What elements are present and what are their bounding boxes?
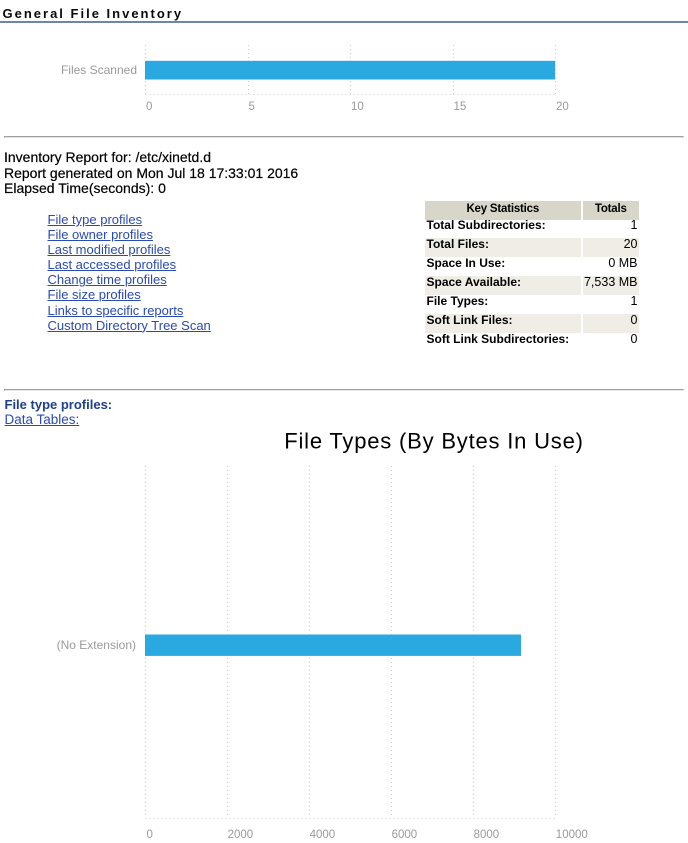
svg-text:0: 0 <box>147 829 153 841</box>
svg-text:20: 20 <box>556 101 569 113</box>
svg-text:15: 15 <box>454 101 467 113</box>
svg-text:8000: 8000 <box>474 829 500 841</box>
svg-text:10000: 10000 <box>556 829 588 841</box>
svg-text:(No Extension): (No Extension) <box>57 638 136 652</box>
svg-text:10: 10 <box>351 101 364 113</box>
svg-text:Files Scanned: Files Scanned <box>61 63 137 77</box>
svg-text:4000: 4000 <box>310 829 336 841</box>
svg-text:2000: 2000 <box>228 829 254 841</box>
svg-text:File Types (By Bytes In Use): File Types (By Bytes In Use) <box>284 429 584 454</box>
svg-text:6000: 6000 <box>392 829 418 841</box>
svg-text:5: 5 <box>249 101 255 113</box>
svg-text:0: 0 <box>146 101 152 113</box>
